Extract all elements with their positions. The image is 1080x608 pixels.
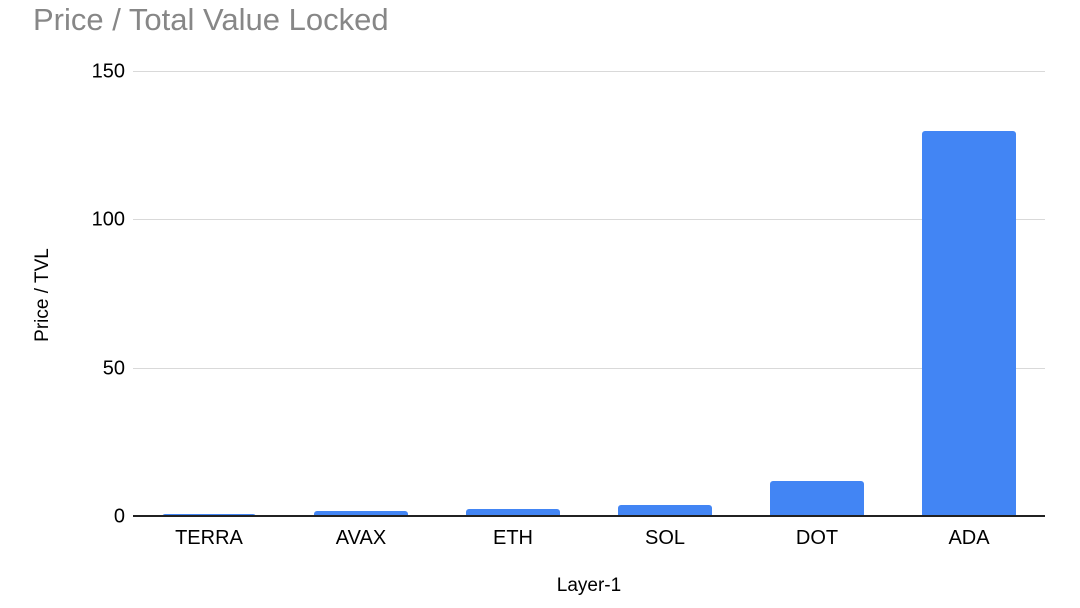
bar-slot-avax: AVAX <box>285 72 437 549</box>
bar-slot-terra: TERRA <box>133 72 285 549</box>
category-label-terra: TERRA <box>175 527 243 549</box>
bar-dot <box>769 481 865 517</box>
bar-slot-eth: ETH <box>437 72 589 549</box>
x-axis-title: Layer-1 <box>556 575 622 596</box>
bar-ada <box>921 131 1017 517</box>
bar-slot-ada: ADA <box>893 72 1045 549</box>
category-label-dot: DOT <box>795 527 839 549</box>
gridline-100 <box>133 219 1045 221</box>
category-label-ada: ADA <box>948 527 990 549</box>
y-axis-ticks: 0 50 100 150 <box>0 61 125 528</box>
bar-sol <box>617 505 713 517</box>
bar-avax <box>313 511 409 517</box>
bar-eth <box>465 509 561 517</box>
bar-slot-dot: DOT <box>741 72 893 549</box>
y-tick-label-100: 100 <box>91 208 125 231</box>
bar-slot-sol: SOL <box>589 72 741 549</box>
category-label-eth: ETH <box>493 527 533 549</box>
chart-title: Price / Total Value Locked <box>33 2 389 37</box>
bar-series: TERRA AVAX ETH SOL DOT ADA <box>133 72 1045 549</box>
x-axis-line <box>133 515 1045 517</box>
y-tick-label-0: 0 <box>113 505 125 528</box>
plot-area: TERRA AVAX ETH SOL DOT ADA <box>133 71 1045 549</box>
y-tick-label-150: 150 <box>91 60 125 83</box>
gridline-150 <box>133 71 1045 72</box>
category-label-avax: AVAX <box>335 527 387 549</box>
y-tick-label-50: 50 <box>102 357 125 380</box>
category-label-sol: SOL <box>644 527 686 549</box>
gridline-50 <box>133 367 1045 369</box>
